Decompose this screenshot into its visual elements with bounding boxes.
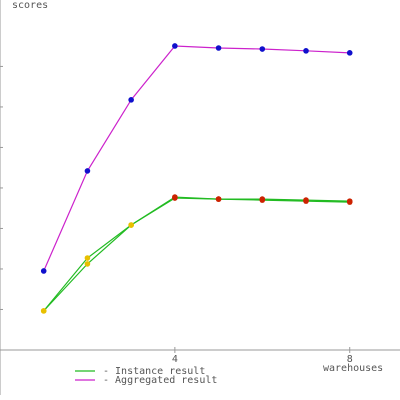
x-tick-label: 4 [172,354,178,365]
point [346,50,353,56]
point [40,308,47,314]
point [84,261,91,267]
point [259,196,266,202]
point [40,268,47,274]
point [346,198,353,204]
point [128,97,134,103]
y-axis-label: scores [12,0,48,11]
x-axis-label: warehouses [323,363,383,374]
point [84,255,91,261]
point [215,196,222,202]
series-line [43,196,350,312]
x-tick-label: 8 [347,354,353,365]
point [215,45,222,51]
point [172,43,178,49]
point [303,197,309,203]
point [172,195,178,201]
point [259,46,266,52]
series-line [43,197,350,312]
point [84,168,91,174]
series-line [43,45,350,272]
legend-label: - Aggregated result [103,375,217,386]
point [128,222,134,228]
point [303,48,309,54]
legend-label: - Instance result [103,366,205,377]
